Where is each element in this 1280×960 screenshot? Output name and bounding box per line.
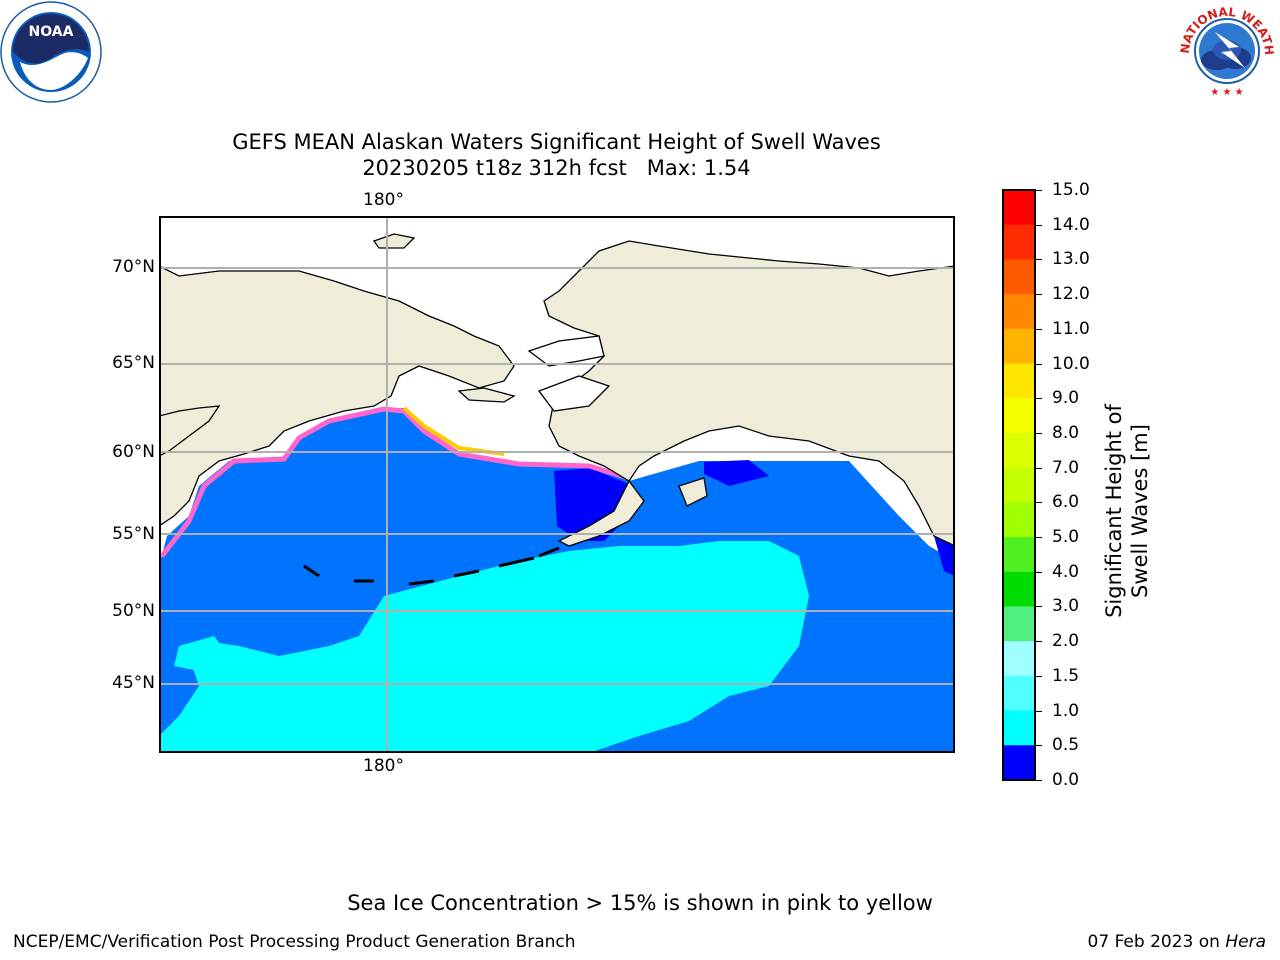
colorbar-segment xyxy=(1003,502,1035,538)
aleutian-islands xyxy=(354,546,560,586)
colorbar-tick-label: 13.0 xyxy=(1052,249,1090,270)
colorbar-tick-mark xyxy=(1036,328,1042,330)
kotzebue-sound xyxy=(527,335,605,367)
commander-islands xyxy=(303,564,320,578)
chart-title: GEFS MEAN Alaskan Waters Significant Hei… xyxy=(232,130,881,154)
ocean-swell-1-1p5-west xyxy=(174,636,229,671)
colorbar-tick-label: 6.0 xyxy=(1052,492,1080,513)
colorbar-segment xyxy=(1003,710,1035,746)
colorbar-tick-label: 4.0 xyxy=(1052,561,1080,582)
colorbar-tick-label: 8.0 xyxy=(1052,422,1080,443)
svg-text:★ ★ ★: ★ ★ ★ xyxy=(1210,87,1243,98)
sea-ice-note: Sea Ice Concentration > 15% is shown in … xyxy=(347,891,933,915)
colorbar-tick-label: 0.5 xyxy=(1052,735,1080,756)
colorbar-segment xyxy=(1003,745,1035,781)
colorbar-tick-mark xyxy=(1036,537,1042,539)
colorbar-tick-mark xyxy=(1036,745,1042,747)
footer-credit: NCEP/EMC/Verification Post Processing Pr… xyxy=(13,932,576,952)
svg-text:NOAA: NOAA xyxy=(29,24,74,40)
colorbar-tick-mark xyxy=(1036,502,1042,504)
colorbar-tick-mark xyxy=(1036,259,1042,261)
colorbar-tick-label: 14.0 xyxy=(1052,214,1090,235)
footer-date: 07 Feb 2023 on Hera xyxy=(1088,932,1266,952)
colorbar-tick-label: 9.0 xyxy=(1052,388,1080,409)
colorbar-tick-label: 2.0 xyxy=(1052,631,1080,652)
colorbar-border xyxy=(1002,189,1036,781)
colorbar-segment xyxy=(1003,224,1035,260)
colorbar-tick-label: 5.0 xyxy=(1052,527,1080,548)
colorbar-tick-mark xyxy=(1036,294,1042,296)
colorbar-segment xyxy=(1003,606,1035,642)
colorbar-segment xyxy=(1003,259,1035,295)
colorbar-tick-label: 1.5 xyxy=(1052,665,1080,686)
land-kodiak xyxy=(678,477,708,507)
lat-label-65: 65°N xyxy=(112,353,155,373)
lon-label-top: 180° xyxy=(363,190,404,210)
colorbar-tick-mark xyxy=(1036,710,1042,712)
colorbar-tick-mark xyxy=(1036,224,1042,226)
colorbar-segment xyxy=(1003,294,1035,330)
lat-label-70: 70°N xyxy=(112,257,155,277)
colorbar-tick-mark xyxy=(1036,363,1042,365)
colorbar-segment xyxy=(1003,190,1035,226)
colorbar-tick-label: 3.0 xyxy=(1052,596,1080,617)
ocean-swell-1-1p5 xyxy=(159,541,809,753)
colorbar-segment xyxy=(1003,363,1035,399)
colorbar-tick-label: 10.0 xyxy=(1052,353,1090,374)
wrangel-island xyxy=(372,233,416,249)
footer-date-text: 07 Feb 2023 on xyxy=(1087,932,1226,952)
footer-machine: Hera xyxy=(1225,932,1266,952)
colorbar-tick-label: 12.0 xyxy=(1052,284,1090,305)
lat-label-60: 60°N xyxy=(112,442,155,462)
colorbar xyxy=(1002,189,1036,781)
colorbar-tick-mark xyxy=(1036,780,1042,781)
colorbar-tick-mark xyxy=(1036,398,1042,400)
colorbar-tick-mark xyxy=(1036,432,1042,434)
colorbar-segment xyxy=(1003,571,1035,607)
noaa-logo: NOAA xyxy=(0,1,102,103)
lon-label-bottom: 180° xyxy=(363,756,404,776)
graticule xyxy=(159,216,955,753)
ocean-swell-0-0p5-alaska-gulf xyxy=(704,460,769,486)
colorbar-title: Significant Height of Swell Waves [m] xyxy=(1102,404,1152,618)
colorbar-segment xyxy=(1003,467,1035,503)
colorbar-segment xyxy=(1003,432,1035,469)
colorbar-segment xyxy=(1003,398,1035,434)
norton-sound xyxy=(537,375,611,412)
lat-label-55: 55°N xyxy=(112,524,155,544)
land-alaska-peninsula xyxy=(557,479,645,547)
land-kamchatka xyxy=(159,405,221,457)
lat-label-45: 45°N xyxy=(112,673,155,693)
colorbar-segment xyxy=(1003,675,1035,712)
land-chukotka xyxy=(159,265,515,527)
colorbar-tick-mark xyxy=(1036,190,1042,191)
colorbar-tick-label: 0.0 xyxy=(1052,770,1080,790)
colorbar-tick-mark xyxy=(1036,467,1042,469)
colorbar-tick-mark xyxy=(1036,606,1042,608)
map xyxy=(159,216,955,753)
colorbar-tick-mark xyxy=(1036,641,1042,643)
nws-logo: NATIONAL WEATHER SERVICE ★ ★ ★ xyxy=(1177,2,1276,99)
colorbar-tick-label: 7.0 xyxy=(1052,457,1080,478)
ocean-swell-0-0p5-southeast xyxy=(934,536,955,576)
st-lawrence-island xyxy=(457,387,516,403)
colorbar-segment xyxy=(1003,537,1035,573)
colorbar-tick-mark xyxy=(1036,675,1042,677)
chart-subtitle: 20230205 t18z 312h fcst Max: 1.54 xyxy=(362,156,751,180)
colorbar-tick-label: 11.0 xyxy=(1052,318,1090,339)
colorbar-tick-label: 15.0 xyxy=(1052,180,1090,200)
colorbar-segment xyxy=(1003,328,1035,365)
lat-label-50: 50°N xyxy=(112,601,155,621)
colorbar-tick-label: 1.0 xyxy=(1052,700,1080,721)
colorbar-segment xyxy=(1003,641,1035,677)
sea-ice-edge-pink xyxy=(160,406,630,558)
colorbar-tick-mark xyxy=(1036,571,1042,573)
